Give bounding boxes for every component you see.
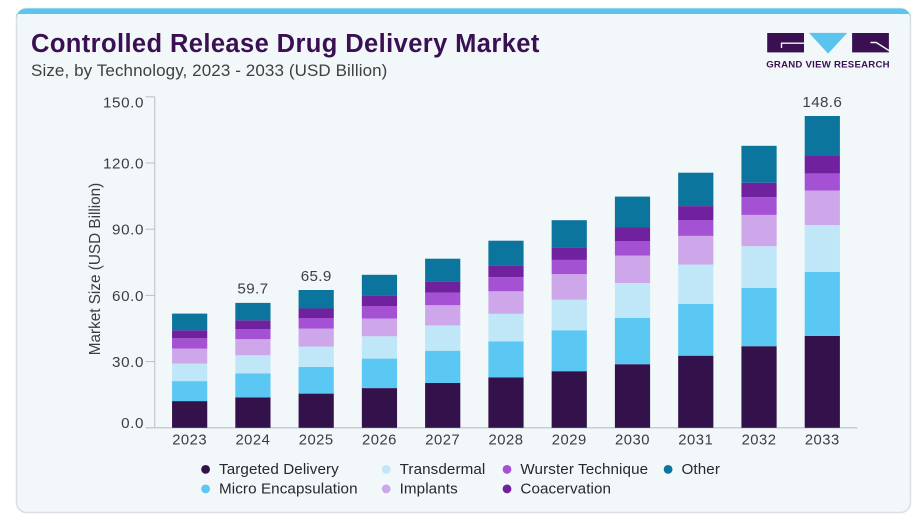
svg-text:2024: 2024	[235, 432, 270, 448]
svg-text:2032: 2032	[742, 432, 777, 448]
svg-text:60.0: 60.0	[112, 288, 144, 305]
svg-text:Implants: Implants	[400, 481, 459, 498]
svg-text:2033: 2033	[805, 432, 840, 448]
svg-text:Transdermal: Transdermal	[400, 461, 486, 478]
svg-text:Targeted Delivery: Targeted Delivery	[219, 461, 339, 478]
svg-text:2030: 2030	[615, 432, 650, 448]
svg-text:Size, by Technology, 2023 - 20: Size, by Technology, 2023 - 2033 (USD Bi…	[31, 61, 387, 80]
svg-text:2027: 2027	[425, 432, 460, 448]
svg-text:2025: 2025	[299, 432, 334, 448]
svg-text:2023: 2023	[172, 432, 207, 448]
svg-text:Micro Encapsulation: Micro Encapsulation	[219, 481, 358, 498]
svg-text:0.0: 0.0	[121, 415, 144, 432]
svg-text:90.0: 90.0	[112, 222, 144, 239]
svg-text:Wurster Technique: Wurster Technique	[520, 461, 648, 478]
svg-text:30.0: 30.0	[112, 354, 144, 371]
svg-text:GRAND VIEW RESEARCH: GRAND VIEW RESEARCH	[766, 59, 890, 70]
svg-text:Other: Other	[682, 461, 720, 478]
svg-text:65.9: 65.9	[301, 268, 332, 285]
svg-text:148.6: 148.6	[802, 94, 842, 111]
svg-text:2028: 2028	[489, 432, 524, 448]
svg-text:2031: 2031	[678, 432, 713, 448]
svg-text:2029: 2029	[552, 432, 587, 448]
svg-text:Controlled Release Drug Delive: Controlled Release Drug Delivery Market	[31, 30, 540, 58]
svg-text:Coacervation: Coacervation	[520, 481, 611, 498]
svg-text:Market Size (USD Billion): Market Size (USD Billion)	[87, 183, 104, 356]
svg-text:120.0: 120.0	[103, 155, 144, 172]
svg-text:59.7: 59.7	[237, 281, 268, 298]
svg-text:2026: 2026	[362, 432, 397, 448]
svg-text:150.0: 150.0	[103, 95, 144, 112]
